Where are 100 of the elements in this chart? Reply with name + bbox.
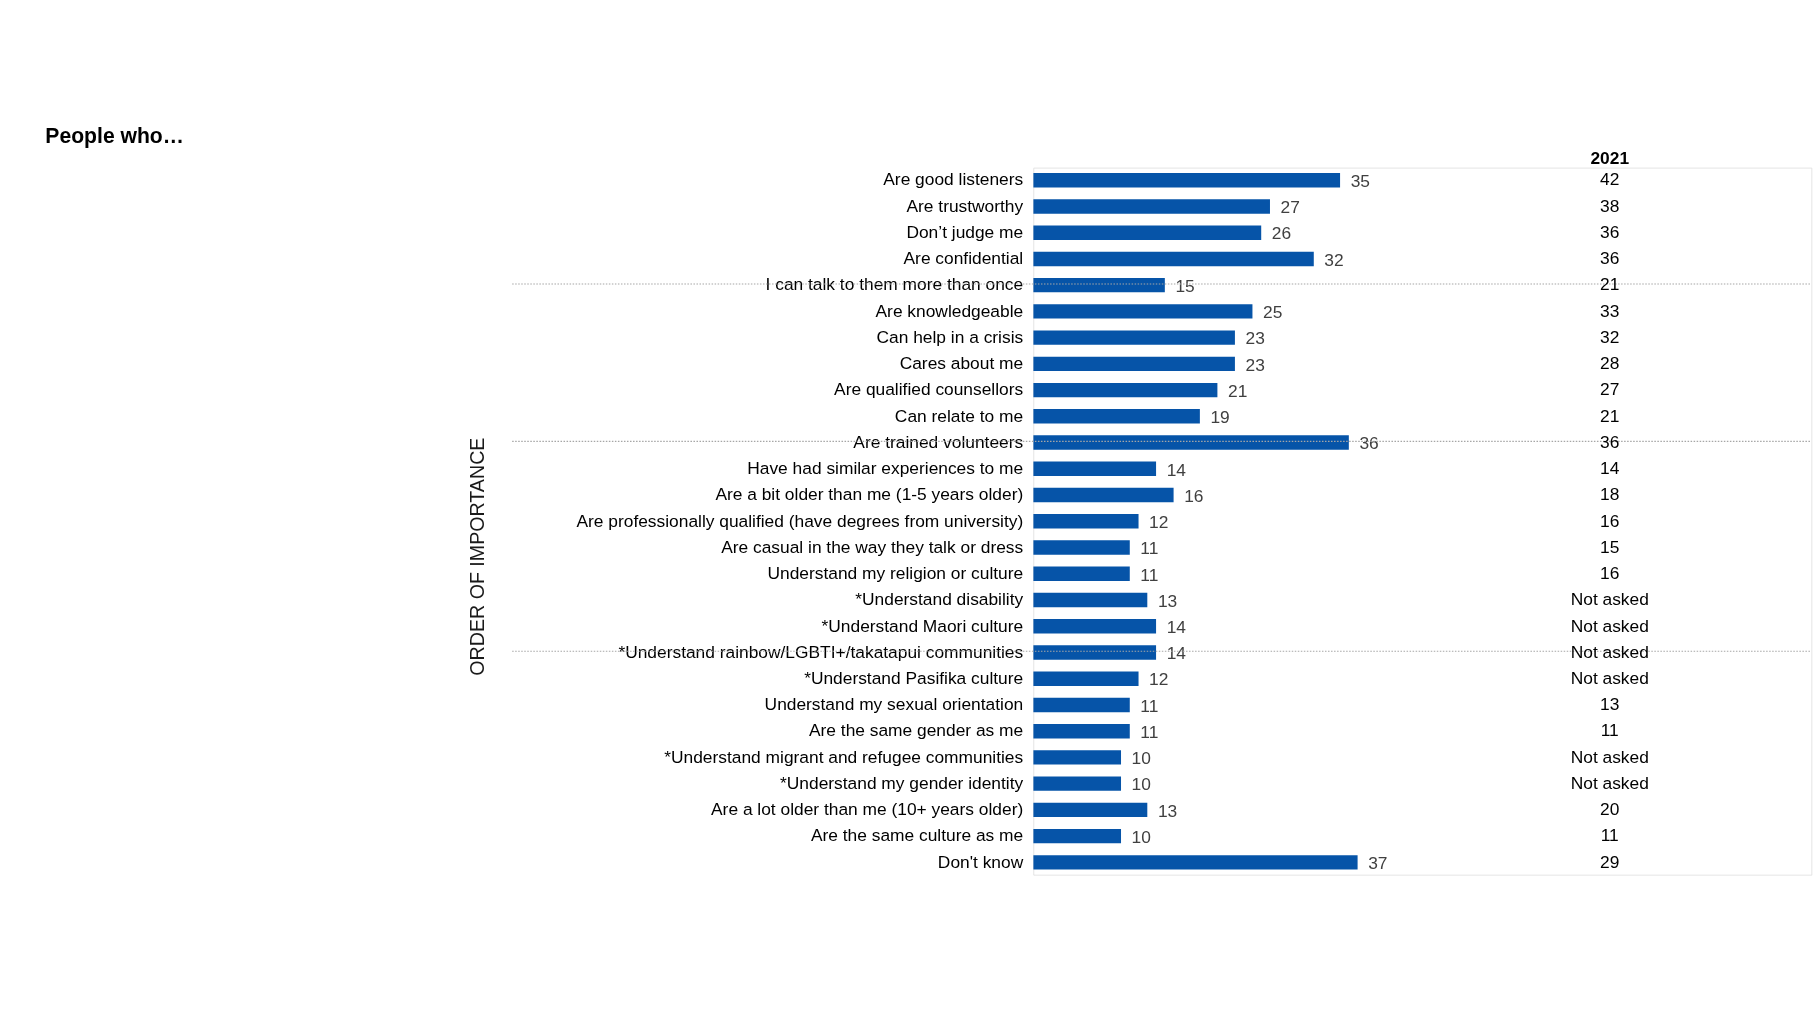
text: 13 [1600,694,1620,715]
y-tick-label: Are qualified counsellors [834,379,1024,400]
data-label: 14 [1166,617,1187,638]
y-tick-label: *Understand my gender identity [780,772,1024,793]
y-tick-label: Are a bit older than me (1-5 years older) [715,484,1024,505]
y-tick-label: Are casual in the way they talk or dress [721,536,1024,557]
y-tick-label: *Understand migrant and refugee communities [664,746,1024,767]
data-label: 25 [1263,302,1283,323]
text: 11 [1600,720,1619,741]
data-label: 19 [1210,407,1230,428]
text: 11 [1600,825,1619,846]
text: 38 [1600,195,1620,216]
y-tick-label: Can help in a crisis [876,326,1024,347]
y-tick-label: Have had similar experiences to me [747,458,1024,479]
data-label: 15 [1175,275,1195,296]
text: People who… [45,123,184,148]
bar [1033,199,1270,214]
y-tick-label: Don’t judge me [906,221,1024,242]
data-label: 11 [1140,721,1159,742]
bar [1033,697,1130,713]
text: 20 [1600,799,1620,820]
y-tick-label: *Understand Maori culture [821,615,1024,636]
text: 29 [1600,851,1620,872]
text: 2021 [1590,147,1630,168]
data-label: 12 [1149,512,1169,533]
y-tick-label: Are trustworthy [906,195,1024,216]
text: 42 [1600,169,1620,190]
bar [1033,356,1235,372]
text: 16 [1600,510,1620,531]
y-tick-label: *Understand Pasifika culture [804,667,1024,688]
data-label: 23 [1245,354,1265,375]
text: 28 [1600,353,1620,374]
data-label: 10 [1131,826,1151,847]
y-tick-label: Understand my religion or culture [767,563,1024,584]
bar [1033,277,1165,293]
bar [1033,487,1174,503]
bar [1033,645,1157,660]
y-tick-label: Are good listeners [883,169,1024,190]
bar [1033,592,1148,608]
y-tick-label: Are the same culture as me [810,825,1024,846]
bar [1033,802,1148,818]
bar [1033,671,1139,686]
text: 21 [1600,405,1620,426]
data-label: 21 [1227,380,1248,401]
text: 14 [1600,458,1620,479]
bar [1033,225,1262,240]
data-label: 14 [1166,459,1187,480]
bar [1033,855,1358,870]
y-tick-label: *Understand disability [855,589,1024,610]
text: Not asked [1570,746,1649,767]
y-tick-label: Are confidential [903,248,1024,269]
bar [1033,461,1157,477]
data-label: 36 [1359,433,1379,454]
bar [1033,619,1157,634]
data-label: 11 [1140,564,1159,585]
data-label: 27 [1280,197,1300,218]
bar [1033,566,1130,581]
text: 36 [1600,248,1620,269]
text: 36 [1600,431,1620,452]
data-label: 10 [1131,748,1151,769]
text: 32 [1600,326,1620,347]
data-label: 23 [1245,328,1265,349]
bar [1033,723,1130,739]
bar [1033,540,1130,555]
data-label: 16 [1184,485,1204,506]
text: 27 [1600,379,1620,400]
data-label: 37 [1368,853,1388,874]
data-label: 14 [1166,643,1187,664]
data-label: 35 [1350,171,1370,191]
y-tick-label: Don't know [937,851,1024,872]
bar [1033,750,1122,765]
text: Not asked [1570,641,1649,662]
y-tick-label: I can talk to them more than once [765,274,1024,295]
text: Not asked [1570,615,1649,636]
bar [1033,514,1139,529]
data-label: 10 [1131,774,1151,795]
data-label: 13 [1157,800,1178,821]
bar [1033,382,1218,398]
y-tick-label: Are trained volunteers [853,431,1024,452]
y-tick-label: Are a lot older than me (10+ years older) [711,799,1024,820]
text: Not asked [1570,772,1649,793]
y-axis-title: ORDER OF IMPORTANCE [466,437,489,676]
y-tick-label: Cares about me [899,353,1024,374]
data-label: 26 [1271,223,1292,244]
data-label: 11 [1140,538,1159,559]
y-tick-label: *Understand rainbow/LGBTI+/takatapui communities [618,641,1024,662]
text: 18 [1600,484,1620,505]
bar [1033,330,1235,345]
data-label: 12 [1149,669,1169,690]
text: Not asked [1570,667,1649,688]
bar [1033,435,1349,450]
data-label: 11 [1140,695,1159,716]
bar [1033,172,1341,188]
text: Not asked [1570,589,1649,610]
y-tick-label: Can relate to me [894,405,1024,426]
y-tick-label: Understand my sexual orientation [764,694,1024,715]
data-label: 32 [1324,249,1344,270]
bar [1033,776,1122,791]
text: 36 [1600,221,1620,242]
y-tick-label: Are professionally qualified (have degrees from university) [576,510,1024,531]
